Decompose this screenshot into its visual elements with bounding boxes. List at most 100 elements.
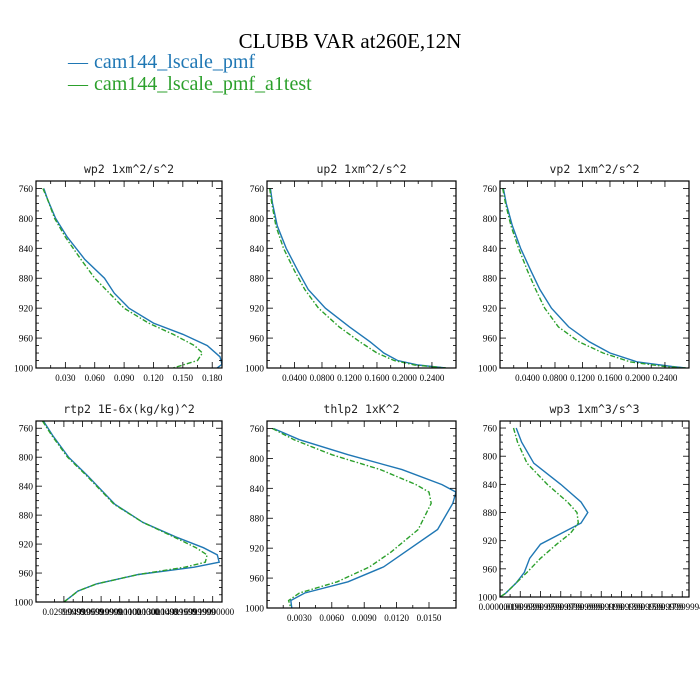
y-tick-label: 880 (483, 509, 498, 519)
x-tick-label: 0.090 (114, 373, 135, 383)
series-line-1 (269, 188, 446, 368)
x-tick-label: 0.09999999 (580, 602, 623, 612)
panel-title: wp2 1xm^2/s^2 (84, 162, 174, 176)
series-line-2 (500, 427, 580, 597)
panel-title: up2 1xm^2/s^2 (316, 162, 406, 176)
x-tick-label: 0.2000 (625, 373, 650, 383)
x-tick-label: 0.05999999 (539, 602, 582, 612)
y-tick-label: 760 (19, 425, 34, 435)
x-tick-label: 0.0400 (515, 373, 540, 383)
y-tick-label: 760 (483, 185, 498, 195)
figure-title: CLUBB VAR at260E,12N (239, 29, 462, 53)
series-line-1 (273, 427, 456, 608)
plot-frame (266, 180, 457, 369)
y-tick-label: 880 (483, 275, 498, 285)
y-tick-label: 1000 (478, 365, 497, 375)
x-tick-label: 0.120 (143, 373, 164, 383)
x-tick-label: 0.150 (173, 373, 194, 383)
x-tick-label: 0.17999994 (661, 602, 700, 612)
x-tick-label: 0.03999999 (519, 602, 562, 612)
panel-title: wp3 1xm^3/s^3 (549, 402, 639, 416)
panel-title: vp2 1xm^2/s^2 (549, 162, 639, 176)
y-tick-label: 960 (250, 335, 265, 345)
legend-item-1: — cam144_lscale_pmf (67, 51, 255, 73)
series-line-2 (269, 188, 446, 368)
legend-label-2: cam144_lscale_pmf_a1test (94, 73, 312, 95)
y-tick-label: 960 (19, 570, 34, 580)
y-tick-label: 960 (250, 575, 265, 585)
x-tick-label: 0.14999999 (154, 607, 197, 617)
x-tick-label: 0.15999999 (641, 602, 684, 612)
y-tick-label: 840 (19, 245, 34, 255)
x-tick-label: 0.13000000 (136, 607, 179, 617)
series-line-1 (42, 421, 221, 602)
x-tick-label: 0.030 (55, 373, 76, 383)
y-tick-label: 920 (250, 305, 265, 315)
x-tick-label: 0.2400 (653, 373, 678, 383)
x-tick-label: 0.13999999 (620, 602, 663, 612)
panel-1: wp2 1xm^2/s^2 760 800 840 880 920 960 1000 0.030… (14, 162, 223, 383)
y-tick-label: 920 (19, 305, 34, 315)
plot-frame (35, 420, 223, 603)
x-tick-label: 0.00000000 (479, 602, 522, 612)
y-tick-label: 840 (483, 245, 498, 255)
y-tick-label: 920 (483, 537, 498, 547)
y-tick-label: 1000 (245, 365, 264, 375)
x-tick-label: 0.01999999 (499, 602, 542, 612)
y-tick-label: 960 (483, 565, 498, 575)
y-tick-label: 800 (250, 215, 265, 225)
y-tick-label: 1000 (14, 599, 33, 609)
y-tick-label: 1000 (478, 594, 497, 604)
y-tick-label: 920 (19, 541, 34, 551)
y-tick-label: 920 (483, 305, 498, 315)
series-line-2 (502, 188, 686, 368)
x-tick-label: 0.0800 (310, 373, 335, 383)
y-tick-label: 800 (19, 215, 34, 225)
panel-title: thlp2 1xK^2 (323, 402, 399, 416)
plot-frame (35, 180, 223, 369)
x-tick-label: 0.0800 (543, 373, 568, 383)
y-tick-label: 800 (250, 455, 265, 465)
y-tick-label: 960 (483, 335, 498, 345)
x-tick-label: 0.1600 (598, 373, 623, 383)
plot-frame (266, 420, 457, 609)
x-tick-label: 0.0120 (384, 613, 409, 623)
series-line-1 (502, 188, 686, 368)
y-tick-label: 880 (19, 275, 34, 285)
series-line-2 (42, 188, 204, 368)
x-tick-label: 0.0030 (287, 613, 312, 623)
x-tick-label: 0.11000000 (117, 607, 160, 617)
x-tick-label: 0.2400 (420, 373, 445, 383)
x-tick-label: 0.0150 (417, 613, 442, 623)
series-line-1 (500, 427, 589, 597)
y-tick-label: 1000 (14, 365, 33, 375)
legend-marker-1: — (67, 51, 89, 73)
y-tick-label: 840 (19, 483, 34, 493)
panel-2: up2 1xm^2/s^2 760 800 840 880 920 960 1000 0.040… (245, 162, 457, 383)
x-tick-label: 0.1200 (337, 373, 362, 383)
legend-item-2: — cam144_lscale_pmf_a1test (67, 73, 312, 95)
legend-label-1: cam144_lscale_pmf (94, 51, 255, 73)
series-line-1 (43, 188, 222, 368)
x-tick-label: 0.19000000 (191, 607, 234, 617)
y-tick-label: 840 (250, 245, 265, 255)
y-tick-label: 800 (483, 215, 498, 225)
y-tick-label: 760 (250, 185, 265, 195)
y-tick-label: 960 (19, 335, 34, 345)
y-tick-label: 880 (250, 515, 265, 525)
plot-frame (499, 180, 690, 369)
panel-5: thlp2 1xK^2 760 800 840 880 920 960 1000 0.0030 0… (245, 402, 457, 623)
panel-4: rtp2 1E-6x(kg/kg)^2 760 800 840 880 920 960 100… (14, 402, 235, 617)
y-tick-label: 800 (19, 454, 34, 464)
panel-6: wp3 1xm^3/s^3 760 800 840 880 920 960 10000.000… (478, 402, 700, 612)
y-tick-label: 880 (19, 512, 34, 522)
x-tick-label: 0.0090 (352, 613, 377, 623)
x-tick-label: 0.02999999 (43, 607, 86, 617)
x-tick-label: 0.0400 (282, 373, 307, 383)
legend: — cam144_lscale_pmf — cam144_lscale_pmf_a1… (67, 51, 312, 95)
x-tick-label: 0.0060 (319, 613, 344, 623)
series-line-2 (272, 427, 432, 608)
y-tick-label: 760 (483, 425, 498, 435)
x-tick-label: 0.11999999 (600, 602, 643, 612)
